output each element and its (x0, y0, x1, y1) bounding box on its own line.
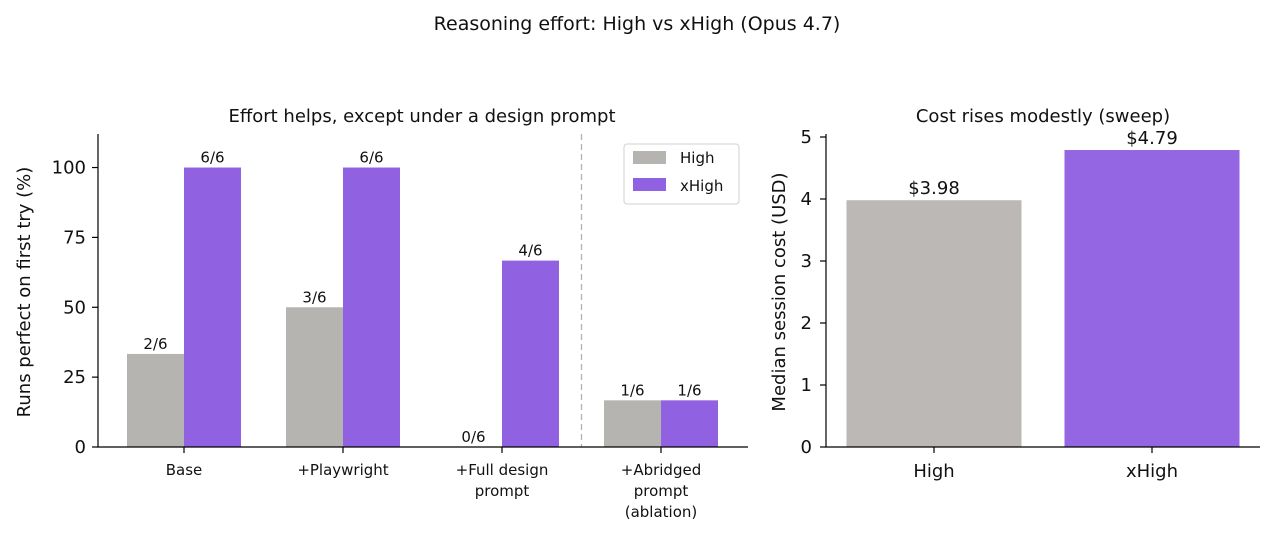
right-x-tick-label: xHigh (1126, 461, 1178, 482)
right-y-tick-label: 3 (801, 251, 812, 272)
right-x-tick-label: High (913, 461, 954, 482)
right-y-axis-label: Median session cost (USD) (769, 172, 790, 411)
data-label-high-2: 3/6 (302, 288, 326, 306)
cost-bar-high (846, 200, 1022, 447)
cost-bar-xhigh (1064, 150, 1240, 447)
bar-xhigh-4 (661, 400, 718, 447)
left-x-tick-label: prompt (475, 482, 530, 500)
cost-label-high: $3.98 (908, 178, 960, 199)
right-y-ticks: 0 1 2 3 4 5 (801, 127, 826, 458)
cost-label-xhigh: $4.79 (1126, 128, 1178, 149)
right-data-labels: $3.98 $4.79 (908, 128, 1178, 199)
left-x-tick-label: +Abridged (621, 461, 701, 479)
left-axes (97, 134, 748, 448)
data-label-xhigh-3: 4/6 (518, 242, 542, 260)
left-y-axis-label: Runs perfect on first try (%) (14, 167, 35, 418)
left-y-tick-label: 75 (63, 227, 86, 248)
right-chart: Cost rises modestly (sweep) Median sessi… (769, 106, 1260, 482)
legend: High xHigh (623, 143, 740, 205)
left-y-ticks: 0 25 50 75 100 (52, 158, 98, 458)
left-chart-title: Effort helps, except under a design prom… (228, 106, 615, 127)
bar-xhigh-3 (502, 260, 559, 447)
right-y-tick-label: 1 (801, 375, 812, 396)
bar-high-4 (604, 400, 661, 447)
bar-xhigh-2 (343, 167, 400, 448)
left-y-tick-label: 0 (75, 437, 86, 458)
right-chart-title: Cost rises modestly (sweep) (916, 106, 1170, 127)
bar-high-1 (127, 353, 184, 447)
bar-high-2 (286, 307, 343, 447)
data-label-high-1: 2/6 (143, 335, 167, 353)
left-x-tick-label: +Full design (456, 461, 549, 479)
left-x-tick-label: (ablation) (625, 503, 698, 521)
right-y-tick-label: 0 (801, 437, 812, 458)
data-label-xhigh-2: 6/6 (359, 149, 383, 167)
right-y-tick-label: 4 (801, 189, 812, 210)
data-label-xhigh-1: 6/6 (200, 149, 224, 167)
left-x-tick-label: +Playwright (297, 461, 388, 479)
legend-swatch-high (633, 151, 666, 164)
left-x-tick-label: prompt (634, 482, 689, 500)
left-x-ticks: Base +Playwright +Full design prompt +Abridg… (166, 447, 701, 521)
bar-xhigh-1 (184, 167, 241, 448)
right-axes (825, 134, 1260, 448)
right-x-ticks: High xHigh (913, 447, 1178, 482)
left-chart: Effort helps, except under a design prom… (14, 106, 748, 521)
left-y-tick-label: 25 (63, 367, 86, 388)
right-y-tick-label: 2 (801, 313, 812, 334)
left-y-tick-label: 100 (52, 158, 86, 179)
left-bars (127, 167, 718, 448)
right-y-tick-label: 5 (801, 127, 812, 148)
data-label-high-3: 0/6 (461, 428, 485, 446)
left-x-tick-label: Base (166, 461, 203, 479)
data-label-xhigh-4: 1/6 (677, 381, 701, 399)
legend-label-xhigh: xHigh (680, 177, 723, 195)
left-y-tick-label: 50 (63, 297, 86, 318)
data-label-high-4: 1/6 (620, 381, 644, 399)
figure-title: Reasoning effort: High vs xHigh (Opus 4.… (434, 13, 841, 35)
left-data-labels: 2/6 3/6 0/6 1/6 6/6 6/6 4/6 1/6 (143, 149, 701, 446)
legend-label-high: High (680, 149, 714, 167)
legend-swatch-xhigh (633, 178, 666, 191)
right-bars (846, 150, 1240, 447)
